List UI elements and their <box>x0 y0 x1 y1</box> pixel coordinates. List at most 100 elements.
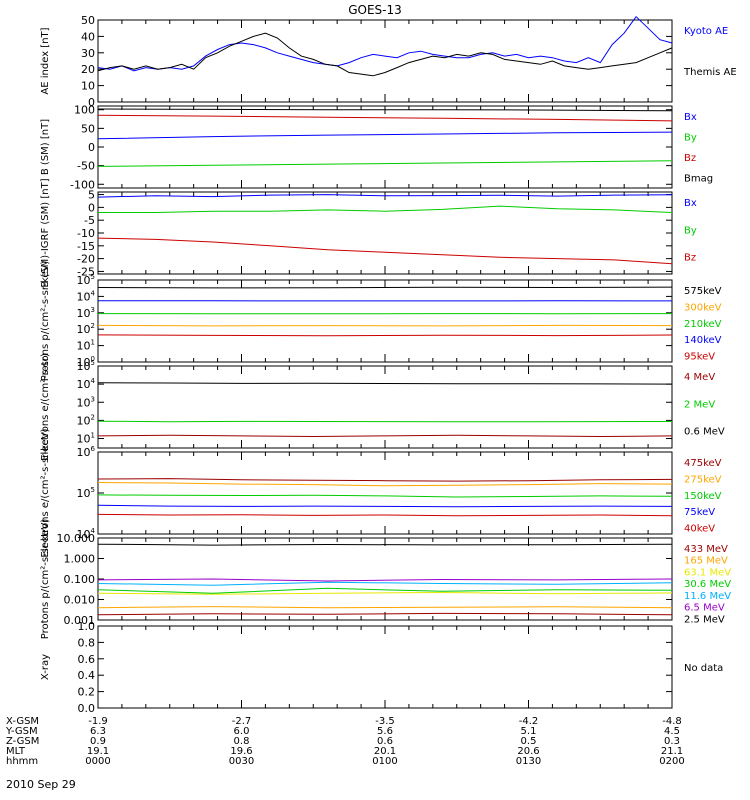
legend-entry: 95keV <box>684 352 715 363</box>
y-tick-label: 0.2 <box>78 686 96 699</box>
series-line-2-MeV <box>97 420 673 423</box>
y-tick-label: 10.000 <box>57 532 96 545</box>
x-row-name: hhmm <box>6 756 38 767</box>
y-tick-label: 105 <box>77 273 95 287</box>
y-tick-exponent: 4 <box>91 377 96 385</box>
x-row-value: 0130 <box>516 756 541 767</box>
y-tick-exponent: 4 <box>91 527 96 535</box>
y-tick-exponent: 5 <box>91 273 95 281</box>
series-line-63.1-MeV <box>97 591 673 595</box>
y-tick-label: 101 <box>77 339 95 353</box>
y-axis-label: Protons p/(cm²-s-sr-keV) <box>40 261 51 382</box>
x-row-value: 19.1 <box>87 746 109 757</box>
legend-entry: 300keV <box>684 302 722 313</box>
series-line-Bx <box>97 131 673 140</box>
legend-entry: 433 MeV <box>684 544 728 555</box>
x-row-name: MLT <box>6 746 26 757</box>
legend-entry: 75keV <box>684 507 715 518</box>
date-label: 2010 Sep 29 <box>6 778 76 791</box>
legend-entry: 30.6 MeV <box>684 579 731 590</box>
y-tick-label: -20 <box>77 253 95 266</box>
x-row-value: 0.3 <box>664 736 680 747</box>
y-tick-label: 5 <box>88 189 95 202</box>
y-tick-label: 0.6 <box>78 653 96 666</box>
series-line-475keV <box>97 478 673 482</box>
x-row-value: 5.6 <box>377 726 393 737</box>
legend-entry: 150keV <box>684 491 722 502</box>
series-line-Kyoto-AE <box>97 15 673 72</box>
y-tick-exponent: 2 <box>91 322 95 330</box>
x-row-value: 20.1 <box>374 746 396 757</box>
series-line-150keV <box>97 494 673 498</box>
legend-entry: Bmag <box>684 174 713 185</box>
series-line-0.6-MeV <box>97 382 673 385</box>
y-tick-label: 103 <box>77 306 95 320</box>
y-tick-label: -5 <box>84 214 95 227</box>
y-tick-label: 10 <box>81 80 95 93</box>
y-tick-exponent: 5 <box>91 486 95 494</box>
panel-frame <box>97 625 673 709</box>
x-row-value: 0.5 <box>521 736 537 747</box>
y-axis-label: Electrons e/(cm²-s-sr-keV) <box>40 428 51 557</box>
y-tick-exponent: 4 <box>91 289 96 297</box>
x-row-name: Z-GSM <box>6 736 39 747</box>
series-line-Bx <box>97 194 673 198</box>
y-tick-label: 0.4 <box>78 669 96 682</box>
series-line-433-MeV <box>97 612 673 616</box>
y-tick-label: 50 <box>81 122 95 135</box>
legend-entry: Bz <box>684 153 696 164</box>
x-row-value: 0100 <box>372 756 397 767</box>
series-line-4-MeV <box>97 434 673 438</box>
x-row-value: 6.0 <box>234 726 250 737</box>
y-tick-label: 0.8 <box>78 636 96 649</box>
y-tick-label: 1.000 <box>64 553 96 566</box>
panel-frame <box>97 19 673 103</box>
series-line-Themis-AE <box>97 32 673 77</box>
y-tick-label: 0 <box>88 201 95 214</box>
series-line-2.5-MeV <box>97 543 673 546</box>
y-tick-exponent: 1 <box>91 432 95 440</box>
y-tick-label: -50 <box>77 160 95 173</box>
series-line-75keV <box>97 504 673 508</box>
series-line-95keV <box>97 334 673 337</box>
x-row-value: -3.5 <box>375 716 395 727</box>
y-tick-label: 20 <box>81 63 95 76</box>
y-tick-exponent: 5 <box>91 359 95 367</box>
panel-xray: 0.0 0.2 0.4 0.6 0.8 1.0 X-ray No data <box>40 620 723 715</box>
legend-entry: Kyoto AE <box>684 26 728 37</box>
panel-ae: 0 10 20 30 40 50 AE index [nT] Kyoto AE Themis A… <box>40 14 737 109</box>
legend-entry: Themis AE <box>683 67 737 78</box>
x-row-value: 21.1 <box>661 746 683 757</box>
x-row-value: 20.6 <box>517 746 539 757</box>
y-tick-label: 102 <box>77 413 95 427</box>
y-axis-label: B (SM)-IGRF (SM) [nT] <box>40 178 51 287</box>
panel-bsm: -100 -50 0 50 100 B (SM) [nT] Bx By Bz Bmag <box>40 104 713 192</box>
legend-entry: 210keV <box>684 319 722 330</box>
x-row-name: X-GSM <box>6 716 39 727</box>
y-tick-label: 30 <box>81 47 95 60</box>
y-tick-label: -10 <box>77 227 95 240</box>
panel-protons2: 0.001 0.010 0.100 1.000 10.000 Protons p/(cm²… <box>40 519 731 640</box>
y-tick-exponent: 2 <box>91 413 95 421</box>
legend-entry: 2 MeV <box>684 399 715 410</box>
x-row-value: 5.1 <box>521 726 537 737</box>
y-tick-label: -15 <box>77 240 95 253</box>
x-row-value: -2.7 <box>232 716 252 727</box>
series-line-Bmag <box>97 108 673 112</box>
x-row-value: -1.9 <box>88 716 108 727</box>
legend-entry: By <box>684 225 697 236</box>
y-axis-label: Electrons e/(cm²-s-sr) <box>40 353 51 461</box>
series-line-Bz <box>97 114 673 122</box>
y-tick-exponent: 0 <box>91 355 95 363</box>
chart-title: GOES-13 <box>348 3 402 17</box>
legend-entry: By <box>684 133 697 144</box>
legend-entry: 165 MeV <box>684 556 728 567</box>
y-tick-exponent: 1 <box>91 339 95 347</box>
panel-frame <box>97 451 673 535</box>
legend-entry: 2.5 MeV <box>684 614 725 625</box>
